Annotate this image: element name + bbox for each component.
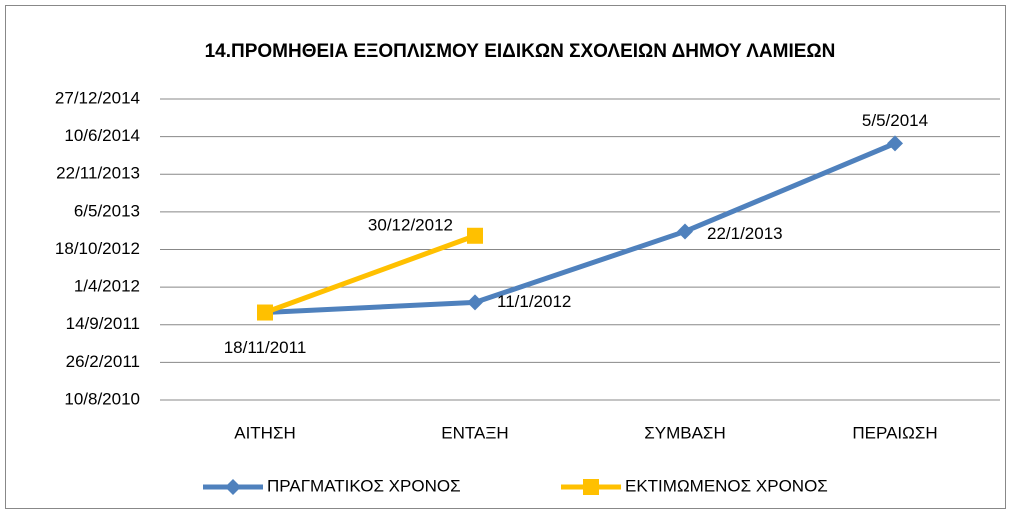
- y-tick-label: 26/2/2011: [66, 352, 140, 371]
- data-label: 22/1/2013: [707, 224, 783, 243]
- series-line: [264, 141, 896, 316]
- legend-label: ΠΡΑΓΜΑΤΙΚΟΣ ΧΡΟΝΟΣ: [267, 476, 461, 495]
- y-tick-label: 18/10/2012: [55, 239, 140, 258]
- series-line: [264, 233, 476, 315]
- x-tick-label: ΠΕΡΑΙΩΣΗ: [852, 423, 937, 442]
- chart-border: [5, 5, 1006, 509]
- data-label: 18/11/2011: [224, 338, 307, 357]
- legend-label: ΕΚΤΙΜΩΜΕΝΟΣ ΧΡΟΝΟΣ: [625, 476, 828, 495]
- x-tick-label: ΣΥΜΒΑΣΗ: [644, 423, 725, 442]
- x-tick-label: ΕΝΤΑΞΗ: [441, 423, 508, 442]
- x-tick-label: ΑΙΤΗΣΗ: [234, 423, 296, 442]
- data-label: 5/5/2014: [862, 111, 928, 130]
- point-marker: [467, 294, 483, 311]
- y-tick-label: 22/11/2013: [56, 164, 140, 183]
- point-marker: [677, 223, 693, 240]
- y-tick-label: 27/12/2014: [55, 88, 140, 107]
- point-marker: [887, 135, 903, 152]
- point-marker: [257, 304, 273, 321]
- data-label: 11/1/2012: [497, 292, 571, 311]
- chart-title: 14.ΠΡΟΜΗΘΕΙΑ ΕΞΟΠΛΙΣΜΟΥ ΕΙΔΙΚΩΝ ΣΧΟΛΕΙΩΝ…: [205, 41, 836, 62]
- y-tick-label: 6/5/2013: [74, 201, 140, 220]
- point-marker: [467, 227, 483, 244]
- legend-marker: [225, 479, 241, 495]
- y-tick-label: 10/6/2014: [64, 126, 140, 145]
- y-tick-label: 1/4/2012: [74, 277, 140, 296]
- y-tick-label: 14/9/2011: [66, 314, 140, 333]
- data-label: 30/12/2012: [368, 215, 453, 234]
- legend-marker: [583, 479, 599, 495]
- y-tick-label: 10/8/2010: [64, 389, 140, 408]
